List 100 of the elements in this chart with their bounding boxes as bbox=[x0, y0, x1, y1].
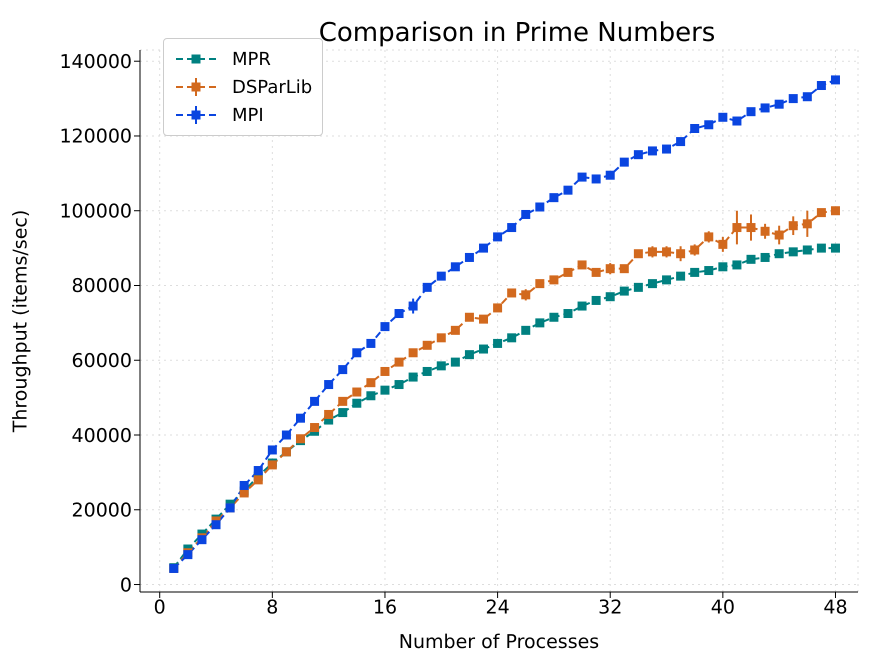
point bbox=[507, 288, 516, 298]
point bbox=[774, 230, 784, 240]
point bbox=[324, 410, 334, 419]
point bbox=[704, 266, 714, 276]
point bbox=[549, 193, 558, 202]
point bbox=[310, 423, 320, 432]
point bbox=[563, 186, 572, 195]
point bbox=[634, 249, 643, 258]
point bbox=[592, 268, 601, 277]
y-tick-label: 120000 bbox=[59, 126, 132, 148]
y-tick-label: 0 bbox=[120, 574, 132, 596]
point bbox=[662, 144, 672, 154]
legend-label: MPR bbox=[232, 48, 271, 70]
point bbox=[788, 221, 798, 230]
legend-label: MPI bbox=[232, 104, 264, 126]
point bbox=[648, 279, 657, 288]
point bbox=[380, 386, 390, 395]
point bbox=[479, 344, 488, 354]
point bbox=[493, 338, 502, 348]
point bbox=[310, 396, 320, 406]
point bbox=[464, 252, 474, 262]
point bbox=[802, 92, 812, 102]
x-tick-label: 16 bbox=[372, 596, 398, 618]
point bbox=[718, 262, 728, 272]
point bbox=[816, 208, 826, 218]
point bbox=[816, 244, 826, 253]
point bbox=[535, 279, 544, 288]
x-tick-label: 24 bbox=[486, 596, 510, 618]
y-tick-label: 20000 bbox=[72, 500, 132, 522]
point bbox=[816, 81, 826, 90]
point bbox=[408, 372, 418, 382]
point bbox=[352, 398, 362, 408]
point bbox=[634, 150, 643, 160]
point bbox=[606, 170, 615, 180]
point bbox=[380, 366, 390, 376]
legend-label: DSParLib bbox=[232, 76, 312, 98]
point bbox=[704, 232, 714, 242]
y-tick-label: 60000 bbox=[72, 350, 132, 372]
point bbox=[394, 380, 404, 390]
point bbox=[422, 340, 432, 350]
point bbox=[324, 380, 334, 390]
x-tick-label: 8 bbox=[266, 596, 278, 618]
point bbox=[606, 292, 615, 302]
point bbox=[620, 286, 629, 296]
point bbox=[254, 466, 263, 476]
x-tick-label: 0 bbox=[154, 596, 166, 618]
point bbox=[676, 249, 686, 258]
point bbox=[408, 348, 418, 358]
point bbox=[606, 264, 615, 274]
point bbox=[746, 254, 756, 264]
x-tick-label: 32 bbox=[598, 596, 622, 618]
chart-title: Comparison in Prime Numbers bbox=[318, 18, 716, 48]
y-tick-label: 40000 bbox=[72, 424, 132, 447]
x-tick-label: 40 bbox=[710, 596, 735, 618]
point bbox=[578, 172, 587, 182]
point bbox=[676, 272, 686, 281]
x-tick-label: 48 bbox=[823, 596, 848, 618]
point bbox=[507, 333, 516, 342]
point bbox=[436, 272, 446, 281]
y-tick-label: 140000 bbox=[59, 50, 132, 73]
point bbox=[760, 226, 770, 236]
point bbox=[282, 430, 291, 440]
point bbox=[493, 232, 502, 242]
point bbox=[788, 247, 798, 256]
point bbox=[549, 275, 558, 284]
point bbox=[690, 124, 700, 133]
point bbox=[240, 480, 249, 490]
point bbox=[366, 338, 376, 348]
point bbox=[718, 112, 728, 122]
point bbox=[802, 219, 812, 228]
point bbox=[450, 358, 460, 367]
point bbox=[394, 309, 404, 318]
point bbox=[578, 302, 587, 311]
point bbox=[450, 326, 460, 335]
point bbox=[464, 350, 474, 360]
point bbox=[718, 240, 728, 249]
point bbox=[760, 252, 770, 262]
point bbox=[563, 309, 572, 318]
point bbox=[830, 244, 840, 253]
point bbox=[592, 296, 601, 305]
point bbox=[634, 282, 643, 292]
point bbox=[436, 361, 446, 370]
point bbox=[521, 326, 530, 335]
point bbox=[366, 378, 376, 388]
point bbox=[296, 414, 305, 423]
point bbox=[732, 116, 742, 126]
point bbox=[338, 365, 348, 374]
point bbox=[507, 223, 516, 232]
point bbox=[802, 245, 812, 254]
y-tick-label: 100000 bbox=[59, 200, 132, 222]
point bbox=[620, 264, 629, 274]
point bbox=[352, 348, 362, 358]
point bbox=[493, 303, 502, 312]
point bbox=[774, 100, 784, 109]
point bbox=[268, 445, 277, 454]
point bbox=[535, 202, 544, 212]
point bbox=[394, 358, 404, 367]
point bbox=[436, 333, 446, 342]
point bbox=[788, 94, 798, 104]
point bbox=[338, 408, 348, 418]
